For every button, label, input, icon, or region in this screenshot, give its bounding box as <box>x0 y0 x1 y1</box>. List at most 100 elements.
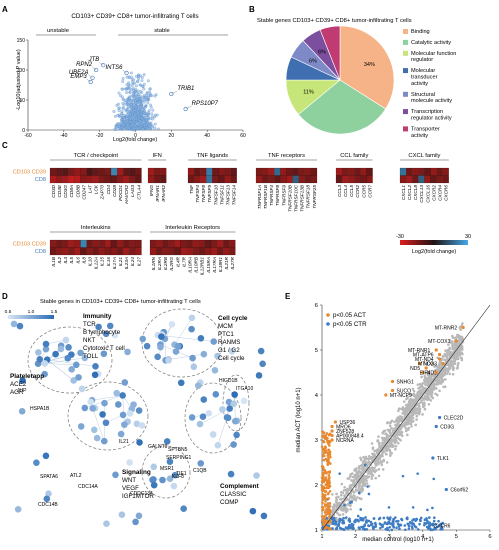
panel-a-point <box>125 102 129 106</box>
panel-c-cell <box>399 175 407 184</box>
panel-c-gene-label: TNFRSF10B <box>287 185 292 212</box>
panel-e-y-tick-label: 2 <box>315 483 318 489</box>
panel-e-act-point <box>327 497 330 500</box>
panel-e-ctr-point <box>407 524 411 528</box>
panel-c-cell <box>147 167 155 176</box>
panel-e-point <box>344 509 347 512</box>
panel-a-point <box>134 99 138 103</box>
panel-c-cell <box>229 247 236 256</box>
panel-e-point <box>435 368 438 371</box>
panel-e-point <box>386 428 390 432</box>
panel-a-point <box>127 81 131 85</box>
panel-e-act-point <box>325 459 329 463</box>
panel-b-slice-label: 6% <box>318 50 326 56</box>
panel-c-cell <box>187 167 195 176</box>
panel-d-legend-tick: 0.5 <box>5 309 12 315</box>
panel-c-cell <box>49 175 57 184</box>
panel-c-gene-label: TNFRSF25 <box>312 185 317 209</box>
panel-e-point <box>377 441 381 445</box>
panel-c-gene-label: CXCR6 <box>444 185 449 201</box>
panel-c-cell <box>74 167 81 176</box>
panel-c-cell <box>80 175 87 184</box>
panel-e-point <box>388 424 392 428</box>
panel-e-point <box>358 471 362 474</box>
panel-e-point <box>361 471 365 475</box>
panel-e-point <box>352 481 356 485</box>
panel-d-node <box>135 407 143 414</box>
panel-c-cell <box>268 175 275 184</box>
panel-c-cell <box>192 247 199 256</box>
panel-b-pie-chart: Stable genes CD103+ CD39+ CD8+ tumor-inf… <box>257 18 456 139</box>
panel-e-ctr-point <box>370 522 374 526</box>
panel-c-cell <box>135 167 142 176</box>
panel-a-point <box>128 96 131 100</box>
panel-c-cell <box>342 175 349 184</box>
panel-d-node <box>188 314 196 322</box>
panel-e-point <box>438 360 442 364</box>
panel-a-point <box>142 106 146 110</box>
panel-d-node <box>196 420 204 428</box>
panel-e-point <box>438 380 442 383</box>
panel-b-slice <box>339 25 395 110</box>
panel-c-gene-label: TNFRSF10C <box>293 184 298 212</box>
panel-d-node <box>233 431 240 439</box>
panel-d-node <box>14 506 22 513</box>
panel-e-ctr-point <box>405 516 409 519</box>
panel-d-node <box>199 413 207 420</box>
panel-c-cell <box>74 247 81 256</box>
panel-a-point <box>145 91 149 95</box>
panel-e-ctr-point <box>398 527 401 531</box>
panel-a-point <box>151 117 155 121</box>
panel-e-point <box>458 337 462 340</box>
panel-a-point <box>145 126 148 130</box>
panel-c-cell <box>123 239 130 248</box>
panel-c-cell <box>123 167 130 176</box>
panel-c-cell <box>117 167 124 176</box>
panel-a-point <box>147 112 151 116</box>
panel-e-ctr-point <box>349 525 353 528</box>
panel-e-point <box>397 441 400 445</box>
panel-c-cell <box>104 239 112 248</box>
panel-e-point <box>460 358 464 362</box>
panel-a-point <box>113 128 117 131</box>
panel-c-cell <box>123 247 130 256</box>
panel-e-ctr-point <box>418 522 421 526</box>
panel-d-node <box>133 420 141 428</box>
panel-d-node <box>231 391 238 398</box>
panel-a-point <box>126 99 130 103</box>
panel-e-act-point <box>328 444 331 447</box>
panel-e-ctr-point <box>332 516 336 520</box>
panel-e-point <box>428 379 432 383</box>
panel-e-ctr-point <box>392 517 395 521</box>
panel-e-y-tick-label: 4 <box>315 393 319 399</box>
panel-a-point <box>121 123 125 127</box>
panel-a-point-label: RPN2 <box>76 62 93 68</box>
panel-e-ctr-point <box>343 528 346 531</box>
panel-e-point <box>380 461 383 465</box>
panel-c-cell <box>92 175 99 184</box>
panel-c-block-title: CCL family <box>340 153 368 159</box>
panel-d-node <box>255 372 263 379</box>
panel-d-edge <box>47 359 74 381</box>
panel-e-act-point <box>323 516 326 520</box>
panel-e-point <box>381 441 385 445</box>
panel-d-node <box>43 495 51 503</box>
panel-c-cell <box>399 167 407 176</box>
panel-e-ctr-point <box>408 520 412 524</box>
panel-c-gene-label: TNFRSF1A <box>257 185 262 209</box>
panel-d-node <box>132 518 139 526</box>
panel-e-point <box>381 443 385 447</box>
panel-d-edge <box>122 395 125 425</box>
panel-d-group-item: Cytotoxic T cell <box>83 345 125 352</box>
panel-e-ctr-point <box>383 522 387 525</box>
panel-e-point-label: MT-ND4 <box>415 357 434 363</box>
panel-e-point <box>402 408 405 412</box>
panel-e-point-label: EIF4 <box>420 370 431 376</box>
panel-d-node-label: CDDC134 <box>130 491 153 497</box>
panel-e-act-point <box>329 462 332 465</box>
panel-d-node <box>77 423 85 430</box>
panel-e-ctr-point <box>374 523 378 526</box>
panel-c-gene-label: TNFRSF18 <box>306 185 311 209</box>
panel-d-node-label: ITGA10 <box>236 386 253 392</box>
panel-e-point <box>410 419 413 423</box>
